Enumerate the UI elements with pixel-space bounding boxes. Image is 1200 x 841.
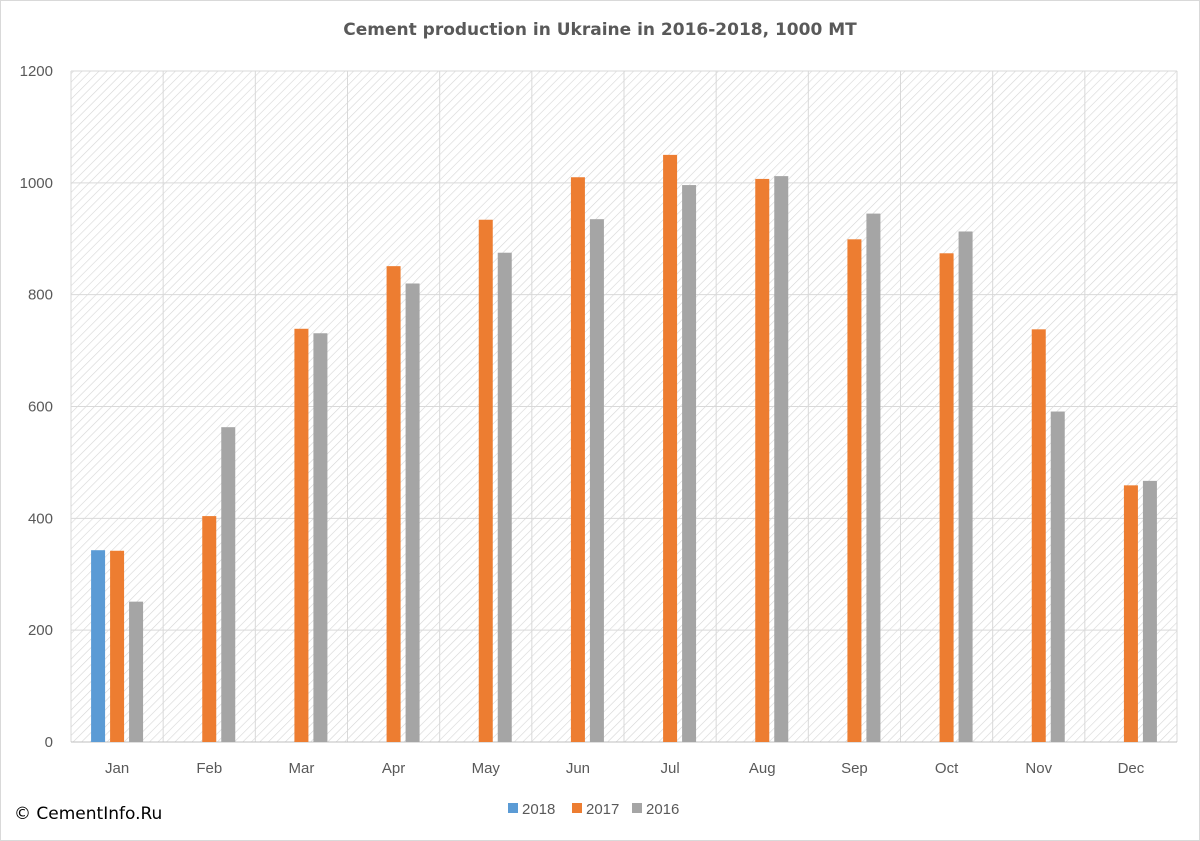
y-tick-label: 0 (45, 734, 53, 751)
bar-2016-may (497, 252, 512, 742)
bar-2016-oct (958, 231, 973, 742)
y-tick-label: 1200 (20, 63, 53, 80)
bar-2017-apr (386, 266, 401, 742)
x-tick-label: Mar (288, 760, 314, 777)
bar-2016-jan (129, 601, 144, 742)
x-tick-label: Jun (566, 760, 590, 777)
x-tick-label: Nov (1025, 760, 1052, 777)
bar-2017-jan (110, 550, 125, 742)
legend-label-2016: 2016 (646, 801, 679, 818)
legend-swatch-2017 (572, 803, 582, 813)
chart-title: Cement production in Ukraine in 2016-201… (343, 20, 857, 40)
x-tick-label: Feb (196, 760, 222, 777)
bar-2017-dec (1123, 485, 1138, 742)
bar-2017-nov (1031, 329, 1046, 742)
copyright-text: © CementInfo.Ru (14, 804, 163, 824)
x-tick-label: Aug (749, 760, 776, 777)
bar-2016-apr (405, 283, 420, 742)
x-tick-label: Dec (1118, 760, 1145, 777)
bar-2017-jun (570, 177, 585, 742)
y-tick-label: 1000 (20, 175, 53, 192)
bar-2016-nov (1050, 411, 1065, 742)
y-tick-label: 200 (28, 622, 53, 639)
bar-2017-mar (294, 328, 309, 742)
bar-2016-sep (866, 213, 881, 742)
x-tick-label: Sep (841, 760, 868, 777)
bar-2016-jun (589, 219, 604, 742)
y-tick-label: 400 (28, 510, 53, 527)
bar-2016-aug (774, 176, 789, 742)
legend-swatch-2016 (632, 803, 642, 813)
x-tick-label: May (472, 760, 501, 777)
bar-2017-feb (202, 516, 217, 742)
legend-label-2017: 2017 (586, 801, 619, 818)
y-tick-label: 800 (28, 287, 53, 304)
bar-2017-may (478, 219, 493, 742)
bar-2017-aug (755, 178, 770, 742)
x-tick-label: Oct (935, 760, 959, 777)
x-tick-label: Jan (105, 760, 129, 777)
y-tick-label: 600 (28, 399, 53, 416)
x-tick-label: Apr (382, 760, 405, 777)
legend-swatch-2018 (508, 803, 518, 813)
bar-2017-oct (939, 253, 954, 742)
bar-2017-sep (847, 239, 862, 742)
bar-2016-feb (221, 427, 236, 742)
legend-label-2018: 2018 (522, 801, 555, 818)
bar-2016-mar (313, 333, 328, 742)
bar-2016-dec (1142, 480, 1157, 742)
bar-2017-jul (663, 154, 678, 742)
bar-2018-jan (91, 550, 106, 742)
bar-2016-jul (682, 185, 697, 742)
x-tick-label: Jul (660, 760, 679, 777)
